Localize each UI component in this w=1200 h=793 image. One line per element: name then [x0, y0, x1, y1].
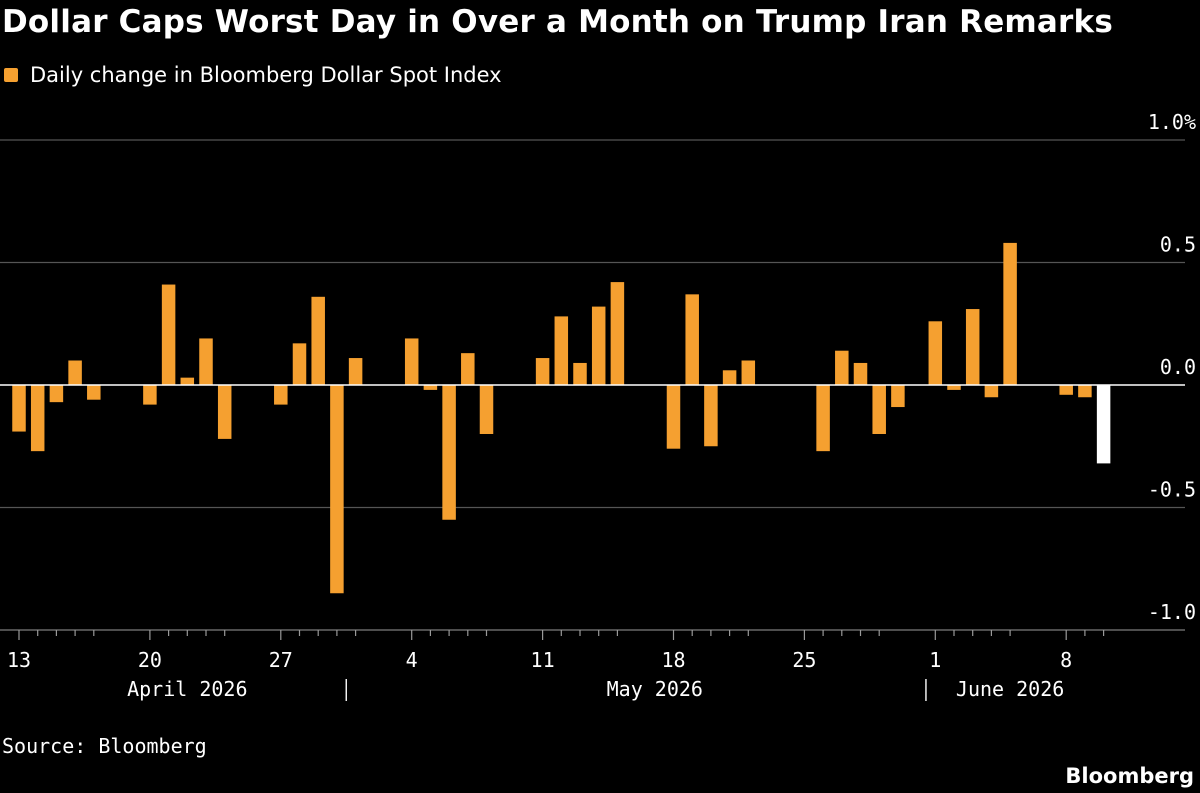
- x-tick-label: 20: [138, 648, 162, 672]
- bar: [666, 385, 681, 449]
- bar: [704, 385, 718, 447]
- bloomberg-logo: Bloomberg: [1065, 764, 1194, 788]
- bar: [479, 385, 494, 434]
- bar: [274, 385, 288, 405]
- y-axis-tick-labels: 1.0% 0.5 0.0 -0.5 -1.0: [1148, 110, 1196, 624]
- bar: [535, 358, 550, 385]
- bar: [180, 377, 195, 385]
- x-tick-label: 18: [661, 648, 685, 672]
- bar: [1059, 385, 1073, 395]
- y-tick-label: 0.0: [1160, 355, 1196, 379]
- legend-label: Daily change in Bloomberg Dollar Spot In…: [30, 63, 502, 87]
- bar: [741, 360, 756, 385]
- x-tick-label: 4: [406, 648, 418, 672]
- x-tick-label: 27: [269, 648, 293, 672]
- bar: [292, 343, 307, 385]
- y-tick-label: -0.5: [1148, 478, 1196, 502]
- y-tick-label: -1.0: [1148, 600, 1196, 624]
- bar: [49, 385, 64, 403]
- bar: [610, 282, 625, 385]
- bar: [835, 350, 849, 385]
- bar: [1078, 385, 1092, 398]
- bar: [872, 385, 886, 434]
- bar: [30, 385, 45, 452]
- bar: [591, 306, 606, 385]
- x-tick-label: 25: [792, 648, 816, 672]
- x-tick-label: 8: [1060, 648, 1072, 672]
- bar: [573, 362, 587, 385]
- bar: [853, 362, 868, 385]
- bar: [965, 309, 980, 385]
- month-label: May 2026: [607, 677, 703, 701]
- bar: [947, 385, 961, 390]
- legend-swatch: [4, 68, 18, 82]
- bar: [442, 385, 456, 520]
- bar: [161, 284, 176, 385]
- legend: Daily change in Bloomberg Dollar Spot In…: [4, 62, 502, 88]
- month-label: April 2026: [127, 677, 247, 701]
- x-tick-label: 1: [929, 648, 941, 672]
- bar: [722, 370, 737, 385]
- bar: [311, 296, 325, 385]
- bar: [423, 385, 438, 390]
- source-note: Source: Bloomberg: [2, 734, 207, 758]
- bar: [12, 385, 26, 432]
- bar: [217, 385, 232, 439]
- bar: [330, 385, 344, 594]
- bar: [87, 385, 101, 400]
- bar: [143, 385, 157, 405]
- bars: [12, 242, 1111, 594]
- y-tick-label: 0.5: [1160, 233, 1196, 257]
- bar: [891, 385, 905, 408]
- bar: [68, 360, 82, 385]
- x-tick-label: 11: [531, 648, 555, 672]
- bar: [554, 316, 569, 385]
- bar: [685, 294, 699, 385]
- bar: [816, 385, 830, 452]
- bar: [348, 358, 363, 385]
- bar: [1096, 385, 1111, 464]
- bar: [461, 353, 475, 385]
- y-tick-label: 1.0%: [1148, 110, 1196, 134]
- x-tick-label: 13: [7, 648, 31, 672]
- month-label: June 2026: [956, 677, 1064, 701]
- bar: [1003, 242, 1017, 385]
- bar: [199, 338, 213, 385]
- bar: [984, 385, 999, 398]
- bar: [404, 338, 419, 385]
- bar: [928, 321, 943, 385]
- chart-title: Dollar Caps Worst Day in Over a Month on…: [2, 4, 1113, 40]
